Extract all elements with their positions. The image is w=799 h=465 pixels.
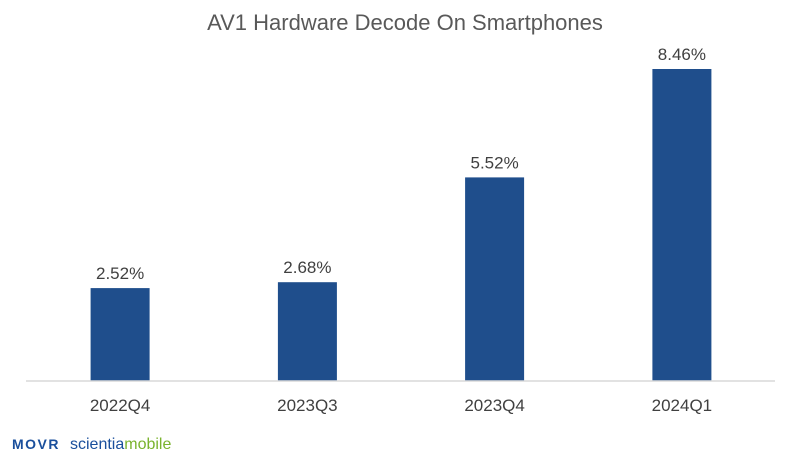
bar-2024Q1 <box>652 69 712 381</box>
movr-logo: MOVR <box>12 436 60 452</box>
scientiamobile-logo-part2: mobile <box>124 436 171 453</box>
category-label-2022Q4: 2022Q4 <box>90 396 151 415</box>
category-label-2023Q3: 2023Q3 <box>277 396 338 415</box>
data-label-2023Q4: 5.52% <box>470 153 518 172</box>
data-label-2022Q4: 2.52% <box>96 264 144 283</box>
category-labels: 2022Q4 2023Q3 2023Q4 2024Q1 <box>90 396 712 415</box>
bar-2022Q4 <box>90 288 150 381</box>
data-label-2023Q3: 2.68% <box>283 258 331 277</box>
data-label-2024Q1: 8.46% <box>658 45 706 64</box>
branding-logos: MOVR scientiamobile <box>12 436 171 453</box>
chart-title: AV1 Hardware Decode On Smartphones <box>207 10 603 35</box>
bar-2023Q3 <box>277 282 337 381</box>
category-label-2023Q4: 2023Q4 <box>464 396 525 415</box>
bar-2023Q4 <box>465 177 525 381</box>
category-label-2024Q1: 2024Q1 <box>652 396 713 415</box>
bars-group: 2.52% 2.68% 5.52% 8.46% <box>90 45 712 381</box>
scientiamobile-logo: scientiamobile <box>70 436 171 453</box>
scientiamobile-logo-part1: scientia <box>70 436 124 453</box>
